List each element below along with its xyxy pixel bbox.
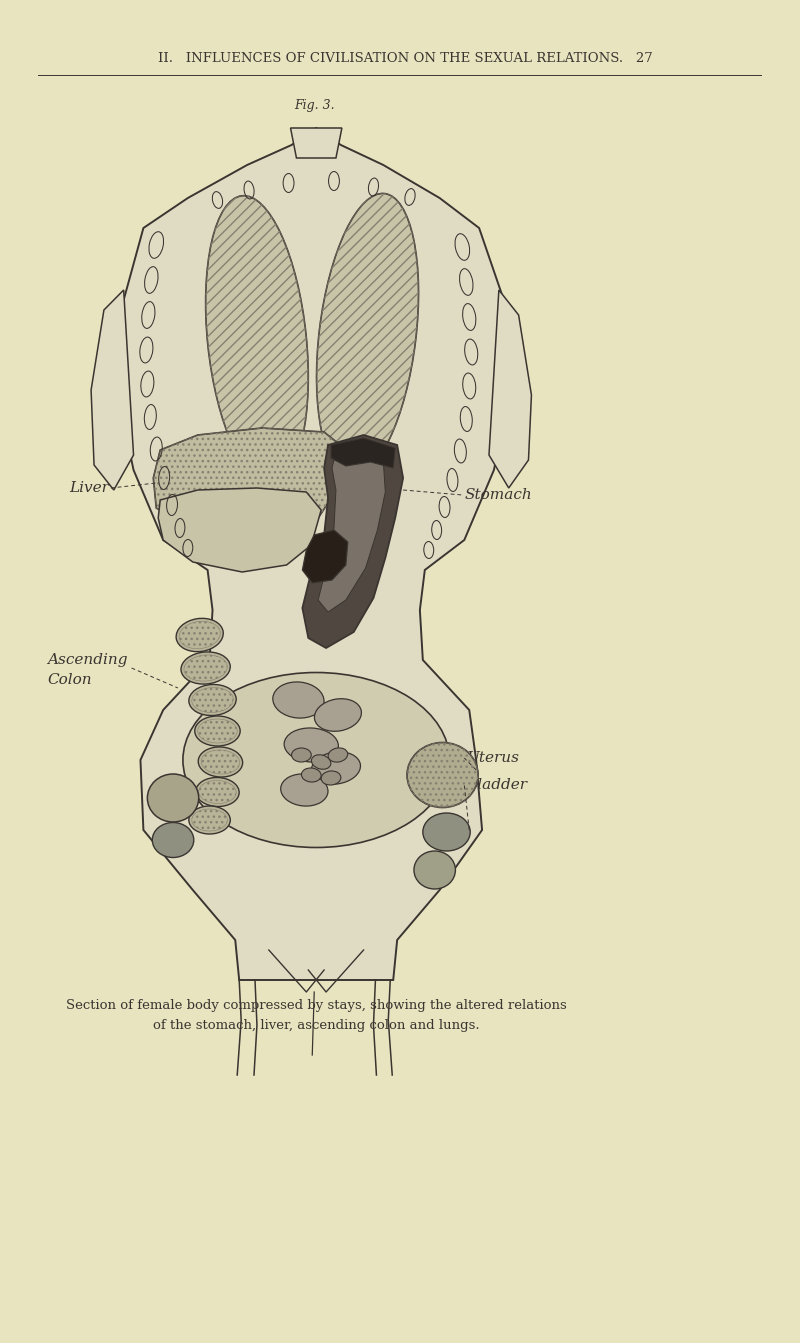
- Polygon shape: [154, 428, 344, 539]
- Ellipse shape: [311, 752, 361, 784]
- Ellipse shape: [423, 813, 470, 851]
- Polygon shape: [158, 488, 321, 572]
- Ellipse shape: [281, 774, 328, 806]
- Text: of the stomach, liver, ascending colon and lungs.: of the stomach, liver, ascending colon a…: [153, 1018, 479, 1031]
- Polygon shape: [290, 128, 342, 158]
- Text: Section of female body compressed by stays, showing the altered relations: Section of female body compressed by sta…: [66, 998, 566, 1011]
- Ellipse shape: [194, 716, 240, 745]
- Polygon shape: [118, 128, 509, 980]
- Polygon shape: [489, 290, 531, 488]
- Ellipse shape: [152, 822, 194, 857]
- Polygon shape: [91, 290, 134, 490]
- Ellipse shape: [176, 618, 223, 651]
- Polygon shape: [302, 435, 403, 649]
- Text: Bladder: Bladder: [466, 778, 527, 792]
- Text: Liver: Liver: [70, 481, 110, 496]
- Ellipse shape: [317, 193, 418, 477]
- Ellipse shape: [284, 728, 338, 761]
- Text: Uterus: Uterus: [466, 751, 519, 766]
- Ellipse shape: [198, 747, 242, 778]
- Text: Ascending: Ascending: [48, 653, 128, 667]
- Ellipse shape: [321, 771, 341, 786]
- Ellipse shape: [311, 755, 331, 770]
- Polygon shape: [302, 530, 348, 583]
- Ellipse shape: [206, 196, 308, 485]
- Ellipse shape: [189, 685, 236, 716]
- Text: Stomach: Stomach: [464, 488, 532, 502]
- Polygon shape: [331, 438, 395, 467]
- Ellipse shape: [196, 778, 239, 807]
- Ellipse shape: [407, 743, 478, 807]
- Ellipse shape: [328, 748, 348, 761]
- Ellipse shape: [183, 673, 450, 847]
- Text: II.   INFLUENCES OF CIVILISATION ON THE SEXUAL RELATIONS.   27: II. INFLUENCES OF CIVILISATION ON THE SE…: [158, 51, 653, 64]
- Polygon shape: [318, 453, 386, 612]
- Ellipse shape: [414, 851, 455, 889]
- Ellipse shape: [291, 748, 311, 761]
- Text: Fig. 3.: Fig. 3.: [294, 98, 334, 111]
- Ellipse shape: [181, 651, 230, 684]
- Ellipse shape: [273, 682, 324, 719]
- Ellipse shape: [189, 806, 230, 834]
- Text: Colon: Colon: [48, 673, 92, 688]
- Ellipse shape: [147, 774, 198, 822]
- Ellipse shape: [302, 768, 321, 782]
- Ellipse shape: [314, 698, 362, 732]
